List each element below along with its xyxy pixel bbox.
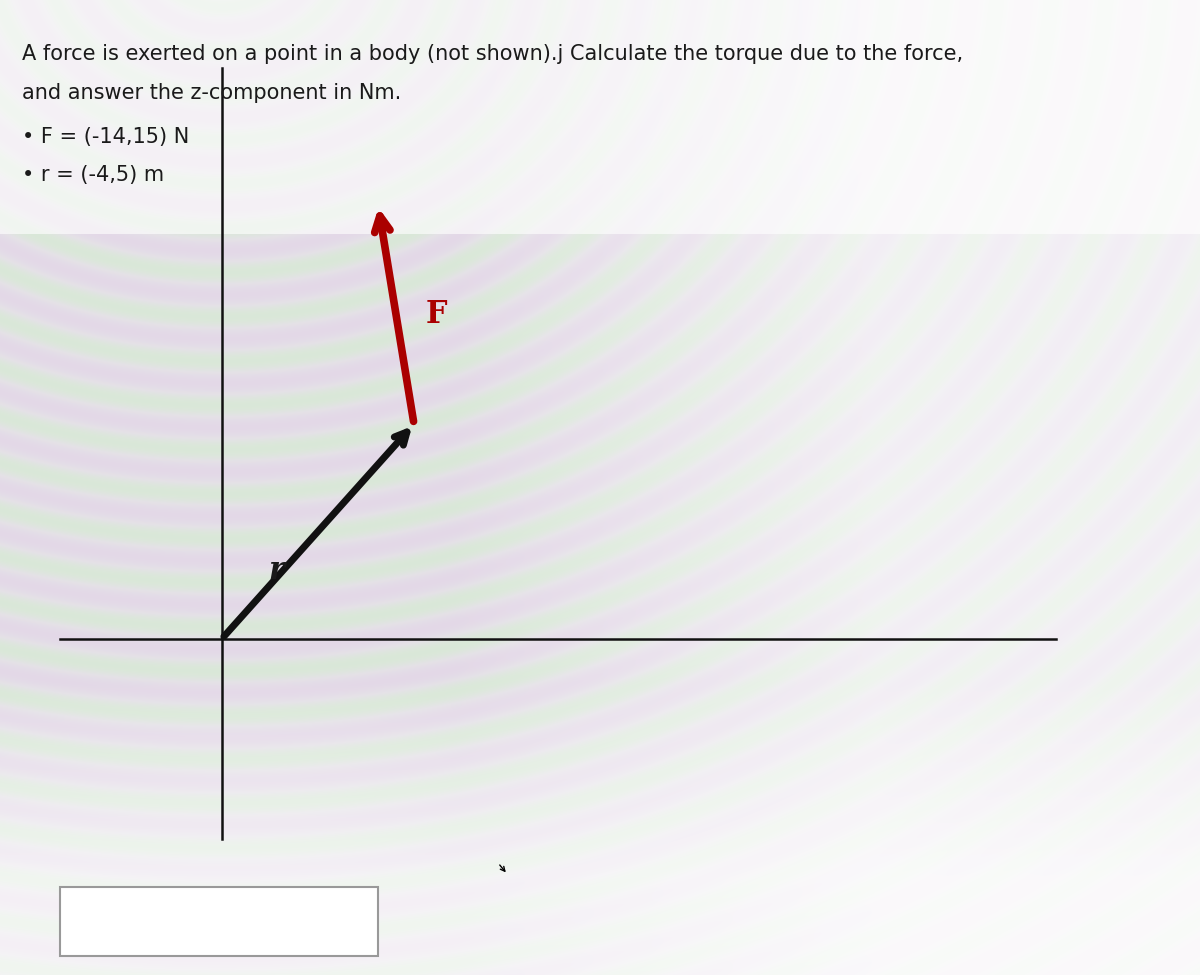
Text: • F = (-14,15) N: • F = (-14,15) N: [22, 127, 188, 146]
Text: and answer the z-component in Nm.: and answer the z-component in Nm.: [22, 83, 401, 102]
Text: • r = (-4,5) m: • r = (-4,5) m: [22, 166, 163, 185]
Text: r: r: [268, 555, 284, 586]
Text: F: F: [426, 299, 448, 330]
Bar: [60, 887, 378, 956]
Text: A force is exerted on a point in a body (not shown).j Calculate the torque due t: A force is exerted on a point in a body …: [22, 44, 962, 63]
Bar: [0, 0, 1200, 234]
